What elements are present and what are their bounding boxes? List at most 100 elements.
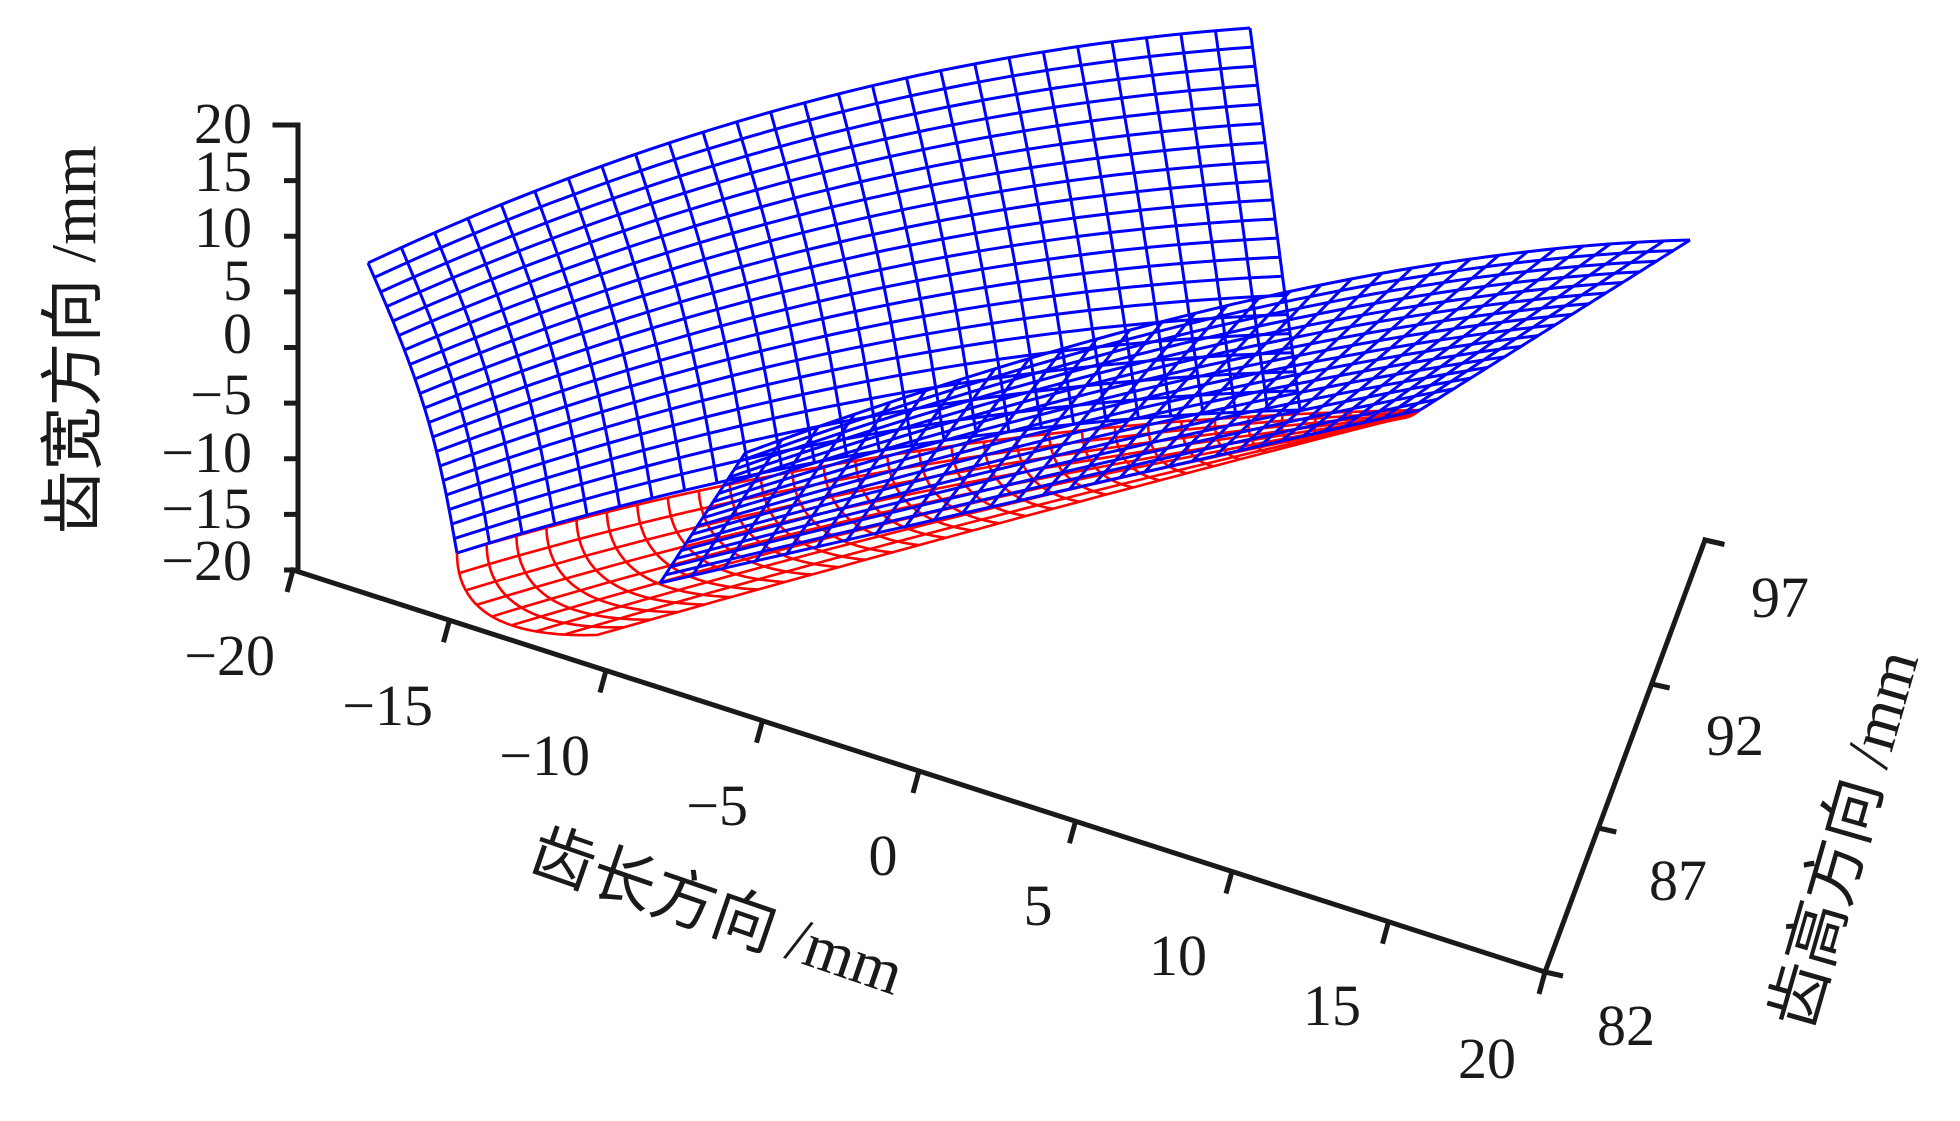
length-tick-label: −10 (499, 723, 590, 788)
flank-mesh-col-line (667, 142, 751, 476)
bottom-land-mesh-col-line (875, 367, 997, 535)
bottom-land-mesh-col-line (961, 338, 1098, 515)
flank-mesh-col-line (366, 262, 459, 554)
length-tick-label: 15 (1303, 973, 1361, 1038)
flank-mesh (366, 26, 1302, 555)
length-tick-label: 5 (1024, 873, 1053, 938)
length-axis-tick (1380, 921, 1391, 945)
width-tick-label: −20 (161, 528, 252, 593)
fillet-mesh-col-line (485, 544, 624, 629)
width-tick-label: −5 (190, 362, 252, 427)
length-axis-tick (1223, 870, 1235, 895)
bottom-land-mesh-col-line (785, 401, 892, 555)
length-axis-tick (1067, 820, 1078, 844)
bottom-land-mesh-col-line (1259, 257, 1472, 447)
bottom-land-mesh-col-line (1015, 320, 1164, 503)
flank-mesh-col-line (466, 217, 557, 525)
flank-mesh-col-line (1041, 51, 1108, 422)
bottom-land-mesh-col-line (658, 452, 747, 584)
height-axis-tick (1597, 825, 1617, 835)
length-tick-label: 0 (869, 823, 898, 888)
bottom-land-mesh-col-line (1118, 290, 1292, 479)
height-tick-label: 87 (1649, 848, 1707, 913)
height-axis-tick (1544, 969, 1564, 979)
width-tick-label: 10 (194, 195, 252, 260)
bottom-land-mesh-col-line (1191, 272, 1383, 463)
length-tick-label: 20 (1458, 1026, 1516, 1091)
length-tick-label: −15 (342, 673, 433, 738)
width-tick-label: −10 (161, 420, 252, 485)
bottom-land-mesh-col-line (1382, 240, 1639, 420)
length-axis-tick (754, 720, 765, 744)
fillet-mesh-col-line (455, 552, 598, 637)
flank-mesh-col-line (499, 204, 589, 516)
height-axis-title: 齿高方向 /mm (1757, 642, 1933, 1036)
width-axis-title: 齿宽方向 /mm (38, 145, 109, 534)
height-axis-line (1541, 536, 1709, 976)
bottom-land-mesh-col-line (1042, 312, 1197, 496)
fillet-mesh-col-line (545, 527, 678, 614)
flank-mesh-col-line (1144, 37, 1205, 415)
length-axis-tick (597, 669, 609, 694)
axes-layer (272, 122, 1726, 976)
bottom-land-mesh-col-line (1322, 247, 1557, 433)
flank-mesh-col-line (533, 190, 622, 507)
flank-mesh-col-line (836, 93, 914, 446)
bottom-land-mesh-col-line (1343, 244, 1584, 429)
height-tick-label: 97 (1751, 565, 1809, 630)
width-tick-label: −15 (161, 476, 252, 541)
flank-mesh-col-line (566, 177, 654, 499)
flank-mesh-col-line (433, 232, 524, 534)
flank-mesh-col-line (1007, 57, 1076, 425)
bottom-land-mesh-col-line (815, 389, 927, 548)
width-tick-label: 5 (223, 248, 252, 313)
bottom-land-mesh-col-line (754, 413, 856, 562)
length-tick-label: −5 (686, 773, 748, 838)
flank-mesh-col-line (1213, 30, 1270, 412)
bottom-land-mesh (658, 238, 1691, 585)
width-tick-label: 20 (194, 91, 252, 156)
mesh-layer (366, 26, 1691, 637)
flank-mesh-col-line (399, 247, 491, 544)
length-axis-tick (441, 619, 452, 643)
bottom-land-mesh-col-line (1281, 254, 1500, 443)
bottom-land-mesh-col-line (1400, 239, 1665, 416)
width-tick-label: 15 (194, 139, 252, 204)
flank-mesh-row-line (367, 26, 1251, 265)
flank-mesh-row-line (386, 83, 1258, 308)
bottom-land-mesh-col-line (904, 357, 1031, 528)
fillet-mesh-col-line (575, 519, 705, 606)
flank-mesh-col-line (701, 131, 784, 470)
length-tick-label: 10 (1149, 923, 1207, 988)
bottom-land-mesh-col-line (1093, 297, 1260, 485)
flank-mesh-col-line (871, 85, 946, 441)
height-tick-label: 82 (1597, 993, 1655, 1058)
bottom-land-mesh-col-line (1214, 267, 1413, 457)
width-tick-label: 0 (223, 301, 252, 366)
bottom-land-mesh-col-line (723, 425, 820, 570)
length-axis-tick (910, 770, 922, 794)
bottom-land-mesh-col-line (845, 378, 962, 541)
ticks-layer (284, 122, 1724, 995)
bottom-land-mesh-col-line (1237, 262, 1443, 452)
fillet-mesh-col-line (605, 512, 732, 599)
bottom-land-mesh-col-line (1167, 277, 1353, 468)
bottom-land-mesh-col-line (932, 347, 1065, 521)
fillet-mesh-col-line (1047, 433, 1107, 496)
bottom-land-mesh-col-line (1302, 250, 1529, 438)
bottom-land-mesh-col-line (1143, 283, 1323, 474)
length-tick-label: −20 (184, 623, 275, 688)
fillet-mesh-col-line (1313, 412, 1321, 440)
fillet-mesh-col-line (666, 497, 785, 584)
fillet-mesh-col-line (790, 471, 893, 554)
fillet-mesh-col-line (515, 535, 651, 621)
flank-mesh-col-line (769, 111, 849, 457)
flank-mesh-col-line (634, 153, 719, 484)
bottom-land-mesh-col-line (1419, 238, 1691, 412)
bottom-land-mesh-col-line (1068, 304, 1229, 491)
length-axis-title: 齿长方向 /mm (521, 815, 912, 1009)
bottom-land-mesh-col-line (691, 438, 784, 577)
flank-mesh-row-line (373, 45, 1253, 279)
flank-mesh-col-line (939, 70, 1011, 432)
